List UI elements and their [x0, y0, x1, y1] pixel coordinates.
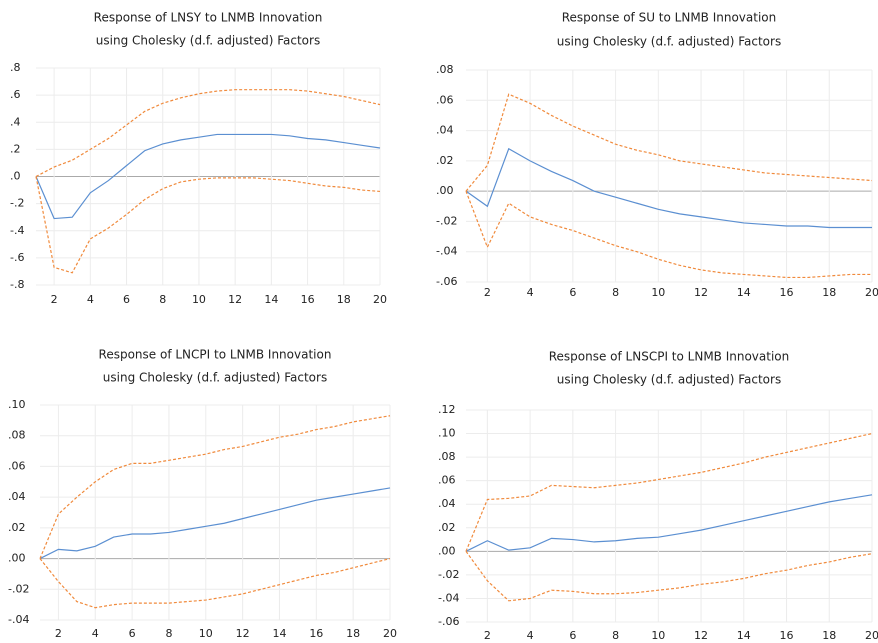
- x-tick-label: 8: [165, 627, 172, 640]
- y-tick-label: .04: [8, 490, 26, 503]
- y-tick-label: .06: [438, 474, 456, 487]
- y-tick-label: .02: [436, 154, 454, 167]
- x-tick-label: 18: [337, 293, 351, 306]
- band-line: [465, 432, 873, 552]
- x-tick-label: 16: [309, 627, 323, 640]
- y-tick-label: .04: [436, 124, 454, 137]
- x-tick-label: 16: [780, 286, 794, 299]
- x-tick-label: 12: [694, 629, 708, 642]
- x-tick-label: 20: [373, 293, 387, 306]
- x-tick-label: 8: [612, 629, 619, 642]
- y-tick-label: .08: [438, 450, 456, 463]
- x-tick-label: 10: [651, 629, 665, 642]
- x-tick-label: 12: [694, 286, 708, 299]
- x-tick-label: 10: [199, 627, 213, 640]
- chart-subtitle: using Cholesky (d.f. adjusted) Factors: [557, 35, 781, 49]
- y-tick-label: .00: [436, 184, 454, 197]
- x-tick-label: 8: [159, 293, 166, 306]
- x-tick-label: 12: [236, 627, 250, 640]
- x-tick-label: 12: [228, 293, 242, 306]
- y-tick-label: .00: [8, 552, 26, 565]
- y-tick-label: .06: [8, 459, 26, 472]
- response-line: [465, 494, 873, 552]
- y-tick-label: .8: [10, 61, 21, 74]
- y-tick-label: .08: [8, 429, 26, 442]
- y-tick-label: -.6: [10, 251, 24, 264]
- band-line: [465, 93, 873, 192]
- x-tick-label: 16: [780, 629, 794, 642]
- band-line: [39, 415, 391, 559]
- chart-subtitle: using Cholesky (d.f. adjusted) Factors: [96, 34, 320, 48]
- y-tick-label: -.02: [438, 568, 459, 581]
- y-tick-label: -.04: [8, 613, 29, 626]
- y-tick-label: -.8: [10, 278, 24, 291]
- x-tick-label: 10: [192, 293, 206, 306]
- x-tick-label: 14: [737, 629, 751, 642]
- y-tick-label: .06: [436, 93, 454, 106]
- band-line: [35, 89, 381, 178]
- x-tick-label: 2: [55, 627, 62, 640]
- y-tick-label: -.4: [10, 224, 24, 237]
- x-tick-label: 4: [527, 629, 534, 642]
- x-tick-label: 14: [272, 627, 286, 640]
- x-tick-label: 20: [383, 627, 397, 640]
- x-tick-label: 14: [264, 293, 278, 306]
- y-tick-label: -.04: [436, 245, 457, 258]
- y-tick-label: .10: [438, 427, 456, 440]
- x-tick-label: 2: [51, 293, 58, 306]
- chart-title: Response of LNSCPI to LNMB Innovation: [549, 350, 790, 364]
- x-tick-label: 6: [123, 293, 130, 306]
- y-tick-label: .02: [438, 521, 456, 534]
- y-tick-label: .00: [438, 544, 456, 557]
- y-tick-label: -.2: [10, 197, 24, 210]
- y-tick-label: -.06: [438, 615, 459, 628]
- y-tick-label: .08: [436, 63, 454, 76]
- y-tick-label: .0: [10, 170, 21, 183]
- y-tick-label: .02: [8, 521, 26, 534]
- x-tick-label: 20: [865, 629, 878, 642]
- x-tick-label: 6: [569, 629, 576, 642]
- x-tick-label: 4: [527, 286, 534, 299]
- response-line: [465, 147, 872, 229]
- chart-title: Response of SU to LNMB Innovation: [562, 11, 777, 25]
- y-tick-label: .04: [438, 497, 456, 510]
- x-tick-label: 20: [865, 286, 878, 299]
- y-tick-label: .6: [10, 88, 21, 101]
- y-tick-label: .12: [438, 403, 456, 416]
- band-line: [35, 176, 381, 274]
- chart-subtitle: using Cholesky (d.f. adjusted) Factors: [103, 371, 327, 385]
- x-tick-label: 14: [737, 286, 751, 299]
- x-tick-label: 16: [301, 293, 315, 306]
- x-tick-label: 4: [87, 293, 94, 306]
- x-tick-label: 6: [569, 286, 576, 299]
- y-tick-label: .10: [8, 398, 26, 411]
- y-tick-label: -.02: [436, 214, 457, 227]
- chart-title: Response of LNCPI to LNMB Innovation: [99, 348, 332, 362]
- x-tick-label: 4: [92, 627, 99, 640]
- chart-title: Response of LNSY to LNMB Innovation: [94, 11, 323, 25]
- x-tick-label: 2: [484, 629, 491, 642]
- x-tick-label: 18: [822, 629, 836, 642]
- chart-subtitle: using Cholesky (d.f. adjusted) Factors: [557, 373, 781, 387]
- y-tick-label: -.02: [8, 582, 29, 595]
- x-tick-label: 2: [484, 286, 491, 299]
- x-tick-label: 8: [612, 286, 619, 299]
- y-tick-label: -.04: [438, 591, 459, 604]
- x-tick-label: 6: [129, 627, 136, 640]
- x-tick-label: 18: [346, 627, 360, 640]
- band-line: [39, 557, 391, 609]
- response-line: [35, 133, 381, 220]
- y-tick-label: .2: [10, 142, 21, 155]
- y-tick-label: .4: [10, 115, 21, 128]
- x-tick-label: 18: [822, 286, 836, 299]
- y-tick-label: -.06: [436, 275, 457, 288]
- band-line: [465, 190, 872, 279]
- response-line: [39, 487, 391, 560]
- x-tick-label: 10: [651, 286, 665, 299]
- band-line: [465, 550, 873, 602]
